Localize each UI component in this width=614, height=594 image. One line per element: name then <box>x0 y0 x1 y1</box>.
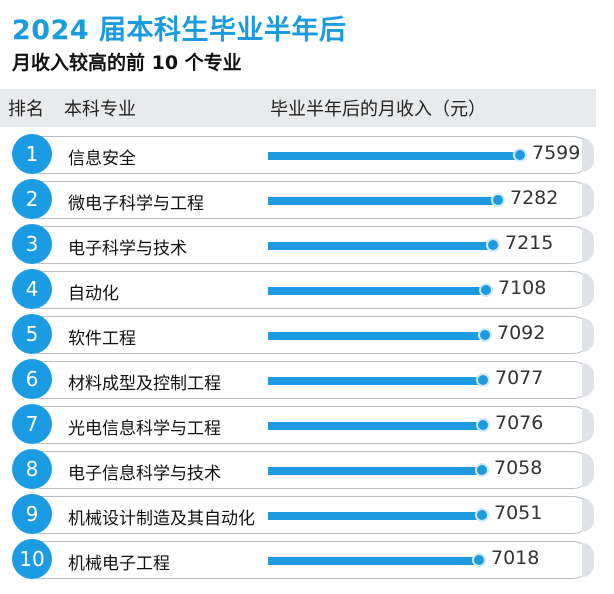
bar-end-dot <box>479 283 493 297</box>
rank-badge: 5 <box>12 314 52 354</box>
rank-badge: 6 <box>12 359 52 399</box>
column-header-major: 本科专业 <box>64 99 136 120</box>
list-item: 5 软件工程 7092 <box>0 314 614 356</box>
table-header: 排名 本科专业 毕业半年后的月收入（元） <box>0 89 596 127</box>
row-tab <box>582 183 594 217</box>
row-tab <box>582 453 594 487</box>
list-item: 6 材料成型及控制工程 7077 <box>0 359 614 401</box>
income-value: 7108 <box>498 277 547 299</box>
row-tab <box>582 228 594 262</box>
income-bar <box>268 377 483 385</box>
income-value: 7092 <box>497 322 546 344</box>
bar-track <box>268 238 520 252</box>
chart-title: 2024 届本科生毕业半年后 <box>12 15 347 46</box>
major-name: 材料成型及控制工程 <box>68 374 221 394</box>
row-tab <box>582 363 594 397</box>
row-tab <box>582 498 594 532</box>
rank-badge: 8 <box>12 449 52 489</box>
bar-end-dot <box>486 238 500 252</box>
major-name: 微电子科学与工程 <box>68 194 204 214</box>
rank-badge: 7 <box>12 404 52 444</box>
income-value: 7077 <box>495 367 544 389</box>
list-item: 8 电子信息科学与技术 7058 <box>0 449 614 491</box>
income-bar <box>268 287 486 295</box>
income-bar <box>268 467 482 475</box>
bar-end-dot <box>476 418 490 432</box>
list-item: 2 微电子科学与工程 7282 <box>0 179 614 221</box>
rank-badge: 1 <box>12 134 52 174</box>
rank-badge: 9 <box>12 494 52 534</box>
major-name: 机械设计制造及其自动化 <box>68 509 255 529</box>
income-bar <box>268 422 483 430</box>
bar-track <box>268 553 520 567</box>
row-tab <box>582 408 594 442</box>
row-tab <box>582 318 594 352</box>
bar-end-dot <box>478 328 492 342</box>
bar-track <box>268 148 527 162</box>
rank-badge: 10 <box>12 539 52 579</box>
bar-track <box>268 283 520 297</box>
income-bar <box>268 512 482 520</box>
row-tab <box>582 138 594 172</box>
major-name: 光电信息科学与工程 <box>68 419 221 439</box>
income-value: 7018 <box>491 547 540 569</box>
income-bar <box>268 242 493 250</box>
bar-track <box>268 373 520 387</box>
row-tab <box>582 543 594 577</box>
chart-subtitle: 月收入较高的前 10 个专业 <box>12 52 242 74</box>
income-value: 7058 <box>494 457 543 479</box>
rank-badge: 4 <box>12 269 52 309</box>
major-name: 自动化 <box>68 284 119 304</box>
list-item: 3 电子科学与技术 7215 <box>0 224 614 266</box>
column-header-rank: 排名 <box>8 99 44 120</box>
major-name: 机械电子工程 <box>68 554 170 574</box>
bar-end-dot <box>491 193 505 207</box>
bar-end-dot <box>513 148 527 162</box>
bar-track <box>268 193 520 207</box>
major-name: 信息安全 <box>68 149 136 169</box>
income-bar <box>268 197 498 205</box>
bar-end-dot <box>475 463 489 477</box>
income-value: 7076 <box>495 412 544 434</box>
major-name: 软件工程 <box>68 329 136 349</box>
bar-track <box>268 508 520 522</box>
income-value: 7051 <box>494 502 543 524</box>
list-item: 7 光电信息科学与工程 7076 <box>0 404 614 446</box>
income-bar <box>268 557 479 565</box>
list-item: 4 自动化 7108 <box>0 269 614 311</box>
row-tab <box>582 273 594 307</box>
income-value: 7215 <box>505 232 554 254</box>
bar-track <box>268 418 520 432</box>
bar-track <box>268 328 520 342</box>
income-bar <box>268 332 485 340</box>
rank-badge: 2 <box>12 179 52 219</box>
bar-end-dot <box>476 373 490 387</box>
bar-track <box>268 463 520 477</box>
list-item: 9 机械设计制造及其自动化 7051 <box>0 494 614 536</box>
column-header-income: 毕业半年后的月收入（元） <box>270 99 486 120</box>
list-item: 1 信息安全 7599 <box>0 134 614 176</box>
major-name: 电子科学与技术 <box>68 239 187 259</box>
income-value: 7282 <box>510 187 559 209</box>
rank-badge: 3 <box>12 224 52 264</box>
major-name: 电子信息科学与技术 <box>68 464 221 484</box>
income-bar <box>268 152 520 160</box>
bar-end-dot <box>472 553 486 567</box>
income-value: 7599 <box>532 142 581 164</box>
bar-end-dot <box>475 508 489 522</box>
list-item: 10 机械电子工程 7018 <box>0 539 614 581</box>
